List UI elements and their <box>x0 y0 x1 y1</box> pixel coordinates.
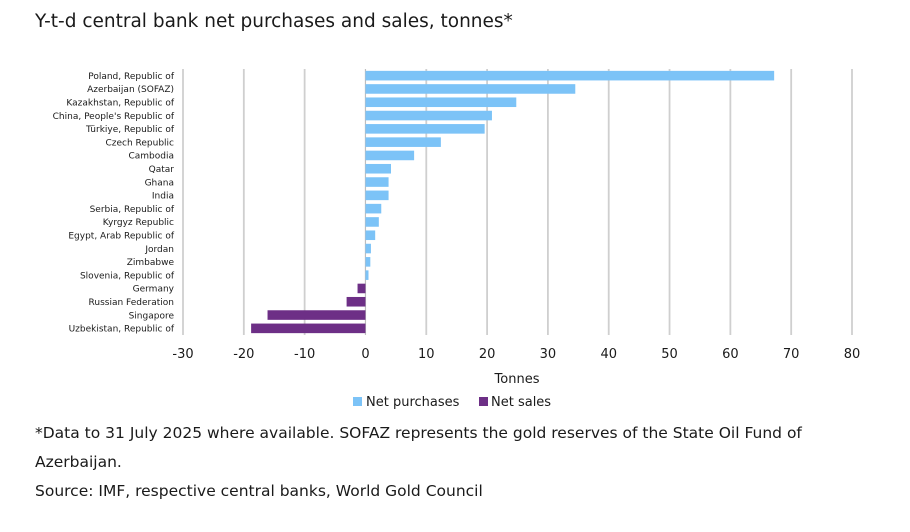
bar <box>365 70 775 81</box>
footnote: *Data to 31 July 2025 where available. S… <box>35 424 802 471</box>
chart-title: Y-t-d central bank net purchases and sal… <box>35 11 513 32</box>
x-tick-labels: -30 -20 -10 0 10 20 30 40 50 60 70 80 <box>172 347 860 362</box>
category-label: Türkiye, Republic of <box>85 125 175 135</box>
bar <box>365 124 485 134</box>
category-label: Qatar <box>149 165 175 175</box>
bar <box>365 270 369 280</box>
source-note: Source: IMF, respective central banks, W… <box>35 482 483 500</box>
bar <box>365 243 371 254</box>
category-label: Egypt, Arab Republic of <box>68 231 174 241</box>
x-tick-label: 60 <box>722 347 739 362</box>
category-label: Ghana <box>145 178 174 188</box>
legend-swatch-net-purchases <box>353 397 362 406</box>
bar <box>365 137 441 147</box>
bar <box>365 177 389 187</box>
bar <box>365 257 371 267</box>
x-tick-label: 50 <box>661 347 678 362</box>
bar <box>357 283 366 294</box>
bar <box>365 217 379 227</box>
bar <box>365 163 391 174</box>
bar <box>267 310 366 320</box>
bar <box>251 323 366 334</box>
x-tick-label: 0 <box>361 347 369 362</box>
bar <box>365 203 382 214</box>
bar <box>365 84 576 94</box>
x-axis-title: Tonnes <box>494 372 540 387</box>
x-tick-label: 80 <box>844 347 861 362</box>
category-label: Azerbaijan (SOFAZ) <box>87 85 174 95</box>
category-label: Zimbabwe <box>127 258 175 268</box>
bar <box>365 97 517 108</box>
bar <box>365 190 389 201</box>
category-label: India <box>152 192 174 202</box>
x-tick-label: 70 <box>783 347 800 362</box>
category-label: Kyrgyz Republic <box>103 218 174 228</box>
legend: Net purchases Net sales <box>353 395 551 410</box>
bars <box>251 70 775 334</box>
x-tick-label: -20 <box>233 347 254 362</box>
x-tick-label: -30 <box>172 347 193 362</box>
legend-swatch-net-sales <box>479 397 488 406</box>
category-label: Czech Republic <box>105 138 174 148</box>
legend-label-net-purchases: Net purchases <box>366 395 460 410</box>
category-label: Uzbekistan, Republic of <box>69 325 175 335</box>
category-label: Cambodia <box>128 152 174 162</box>
bar <box>365 110 492 121</box>
category-label: Serbia, Republic of <box>90 205 175 215</box>
gridlines <box>182 69 853 335</box>
category-label: Singapore <box>129 311 175 321</box>
x-tick-label: 20 <box>479 347 496 362</box>
category-label: Jordan <box>144 245 174 255</box>
x-tick-label: 30 <box>540 347 557 362</box>
bar <box>365 150 415 161</box>
category-label: Slovenia, Republic of <box>80 271 175 281</box>
x-tick-label: -10 <box>294 347 315 362</box>
bar <box>365 230 376 241</box>
bar <box>346 296 366 307</box>
x-tick-label: 10 <box>418 347 435 362</box>
category-label: Russian Federation <box>89 298 174 308</box>
category-labels: Poland, Republic of Azerbaijan (SOFAZ) Kaz… <box>53 72 175 335</box>
category-label: China, People's Republic of <box>53 112 175 122</box>
x-tick-label: 40 <box>600 347 617 362</box>
category-label: Germany <box>133 285 175 295</box>
legend-label-net-sales: Net sales <box>491 395 551 410</box>
bar-chart: Poland, Republic of Azerbaijan (SOFAZ) Kaz… <box>53 69 860 410</box>
category-label: Kazakhstan, Republic of <box>66 98 174 108</box>
category-label: Poland, Republic of <box>88 72 175 82</box>
